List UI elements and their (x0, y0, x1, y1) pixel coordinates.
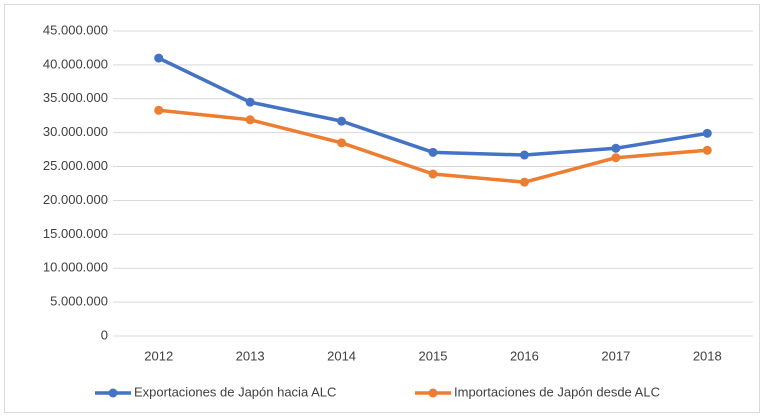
y-tick-label: 35.000.000 (43, 90, 108, 105)
x-tick-label: 2015 (419, 348, 448, 363)
y-tick-label: 10.000.000 (43, 260, 108, 275)
x-tick-label: 2014 (327, 348, 356, 363)
x-tick-label: 2012 (144, 348, 173, 363)
data-point (428, 147, 438, 157)
x-tick-label: 2017 (601, 348, 630, 363)
data-point (337, 116, 347, 126)
x-tick-label: 2018 (693, 348, 722, 363)
y-tick-label: 30.000.000 (43, 124, 108, 139)
chart-border (4, 4, 760, 413)
data-point (611, 153, 621, 163)
data-point (428, 169, 438, 179)
x-tick-label: 2013 (236, 348, 265, 363)
y-tick-label: 45.000.000 (43, 22, 108, 37)
x-tick-label: 2016 (510, 348, 539, 363)
y-tick-label: 0 (101, 327, 108, 342)
data-point (337, 138, 347, 148)
y-tick-label: 5.000.000 (50, 294, 108, 309)
data-point (702, 145, 712, 155)
data-point (154, 53, 164, 63)
y-tick-label: 40.000.000 (43, 56, 108, 71)
data-point (519, 150, 529, 160)
data-point (154, 105, 164, 115)
data-point (245, 97, 255, 107)
y-tick-label: 15.000.000 (43, 226, 108, 241)
data-point (702, 128, 712, 138)
legend-marker (108, 388, 118, 398)
data-point (245, 115, 255, 125)
data-point (519, 177, 529, 187)
legend-label: Importaciones de Japón desde ALC (454, 384, 660, 399)
legend-label: Exportaciones de Japón hacia ALC (134, 384, 336, 399)
y-tick-label: 25.000.000 (43, 158, 108, 173)
data-point (611, 143, 621, 153)
legend-marker (428, 388, 438, 398)
y-tick-label: 20.000.000 (43, 192, 108, 207)
